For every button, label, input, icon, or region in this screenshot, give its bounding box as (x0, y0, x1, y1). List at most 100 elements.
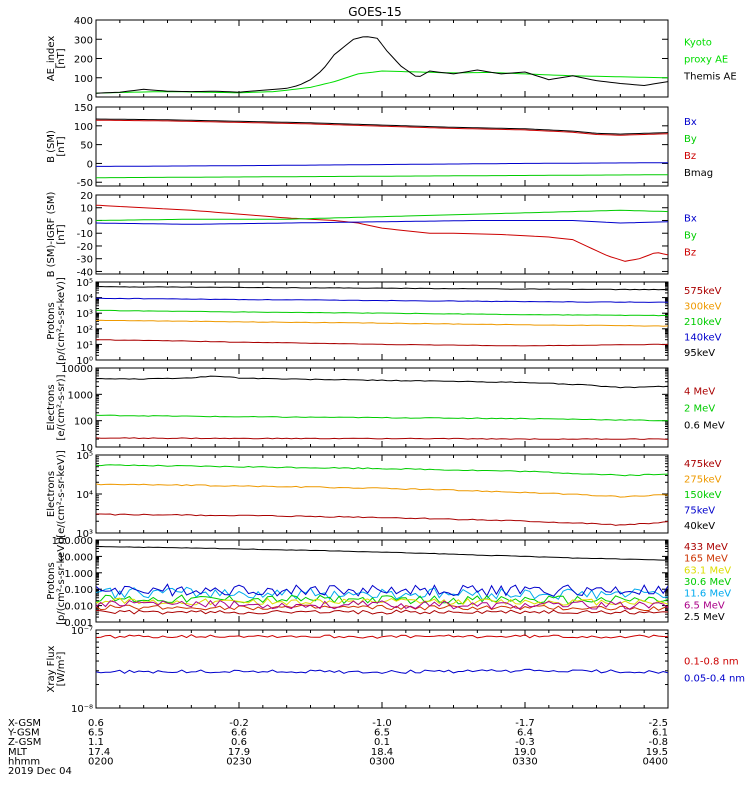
y-tick-label: 10³ (76, 529, 93, 540)
y-tick-label: 10⁻⁷ (71, 626, 93, 637)
y-tick-label: 0 (87, 159, 93, 170)
legend-entry: 40keV (684, 521, 715, 532)
legend-entry: 433 MeV (684, 542, 728, 553)
y-axis-label: [nT] (56, 224, 67, 244)
footer-value: 6.5 (88, 728, 104, 739)
y-axis-label: [p/(cm²-s-sr-keV)] (56, 537, 67, 625)
y-tick-label: -20 (77, 242, 93, 253)
series-line (96, 483, 668, 498)
series-line (96, 513, 668, 526)
y-tick-label: 10¹ (76, 340, 93, 351)
footer-row-label: X-GSM (8, 718, 41, 729)
y-tick-label: 0.010 (64, 602, 93, 613)
y-tick-label: 100.000 (52, 536, 93, 547)
series-line (96, 609, 668, 615)
y-tick-label: 0 (87, 216, 93, 227)
y-tick-label: 0.001 (64, 618, 93, 629)
footer-row-label: Y-GSM (7, 728, 40, 739)
footer-row-label: hhmm (8, 756, 40, 767)
footer-value: 1.1 (88, 737, 104, 748)
series-line (96, 209, 668, 221)
y-tick-label: 200 (74, 55, 93, 66)
series-line (96, 414, 668, 422)
legend-entry: Bmag (684, 168, 713, 179)
y-tick-label: -30 (77, 255, 93, 266)
y-tick-label: 100 (74, 74, 93, 85)
series-line (96, 545, 668, 561)
y-tick-label: 1000 (68, 390, 93, 401)
y-tick-label: 0 (87, 93, 93, 104)
y-axis-label: Protons (46, 302, 57, 339)
y-tick-label: 100 (74, 122, 93, 133)
y-axis-label: [p/(cm²-s-sr-keV)] (56, 277, 67, 365)
panel-electrons_kev: 10³ 10⁴ 10⁵ Electrons [e/(cm²-s-sr-keV)] 475k… (46, 450, 722, 540)
y-axis-label: [W/m²] (56, 651, 67, 686)
legend-entry: Bz (684, 248, 696, 259)
legend-entry: 95keV (684, 348, 715, 359)
y-axis-label: B (SM)-IGRF (SM) (46, 192, 57, 278)
panel-electrons_mev: 10 100 1000 10000 Electrons [e/(cm²-s-sr)] 4 M… (46, 364, 725, 454)
series-line (96, 285, 668, 291)
series-line (96, 119, 668, 136)
footer-value: -0.3 (515, 737, 535, 748)
footer-row-label: MLT (8, 747, 28, 758)
y-axis-label: Xray Flux (46, 645, 57, 692)
y-tick-label: 10 (80, 443, 93, 454)
date-label: 2019 Dec 04 (8, 766, 72, 777)
legend-entry: 0.05-0.4 nm (684, 674, 745, 685)
footer-value: 0300 (369, 756, 394, 767)
series-line (96, 118, 668, 135)
y-axis-label: Protons (46, 562, 57, 599)
footer-value: 18.4 (371, 747, 393, 758)
legend-entry: 0.6 MeV (684, 421, 725, 432)
legend-entry: Bz (684, 151, 696, 162)
y-tick-label: 0.100 (64, 585, 93, 596)
y-axis-label: [nT] (56, 136, 67, 156)
footer-row-label: Z-GSM (8, 737, 41, 748)
y-tick-label: 10⁴ (76, 294, 93, 305)
panel-protons_mev: 0.001 0.010 0.100 1.000 10.000 100.000 Protons… (46, 536, 731, 629)
panel-frame (95, 629, 669, 709)
panel-xray: 10⁻⁸ 10⁻⁷ Xray Flux [W/m²] 0.1-0.8 nm 0.05-0.… (46, 626, 745, 715)
footer-value: 6.6 (231, 728, 247, 739)
footer-value: 0.6 (88, 718, 104, 729)
series-line (96, 375, 668, 389)
panel-bdiff: -40-30 -20 -10 010 20 B (SM)-IGRF (SM) [nT] Bx B… (46, 191, 697, 278)
footer-value: 0.6 (231, 737, 247, 748)
y-tick-label: 50 (80, 141, 93, 152)
footer-value: 17.9 (228, 747, 250, 758)
y-axis-label: [e/(cm²-s-sr-keV)] (56, 450, 67, 538)
legend-entry: 575keV (684, 286, 722, 297)
legend-entry: 150keV (684, 490, 722, 501)
y-tick-label: 10000 (61, 364, 93, 375)
legend-entry: 30.6 MeV (684, 577, 731, 588)
y-axis-label: B (SM) (46, 130, 57, 163)
footer-value: 19.5 (646, 747, 668, 758)
y-tick-label: 10² (76, 325, 93, 336)
panel-frame (95, 454, 669, 534)
footer-value: -0.8 (648, 737, 668, 748)
series-line (96, 583, 668, 598)
series-line (96, 70, 668, 94)
y-tick-label: 400 (74, 16, 93, 27)
footer-value: -1.7 (515, 718, 535, 729)
legend-entry: Themis AE (683, 72, 737, 83)
series-line (96, 297, 668, 303)
legend-entry: 11.6 MeV (684, 589, 731, 600)
y-tick-label: 10⁰ (76, 356, 93, 367)
legend-entry: 165 MeV (684, 554, 728, 565)
series-line (96, 204, 668, 262)
series-line (96, 162, 668, 167)
footer-value: -2.5 (648, 718, 668, 729)
footer-value: 6.4 (517, 728, 533, 739)
legend-entry: 63.1 MeV (684, 565, 731, 576)
series-line (96, 174, 668, 179)
y-tick-label: 10⁴ (76, 490, 93, 501)
y-tick-label: -40 (77, 267, 93, 278)
legend-entry: 140keV (684, 333, 722, 344)
footer-value: 17.4 (88, 747, 110, 758)
y-tick-label: -10 (77, 229, 93, 240)
footer-value: 0400 (643, 756, 668, 767)
plot-title: GOES-15 (348, 5, 402, 19)
